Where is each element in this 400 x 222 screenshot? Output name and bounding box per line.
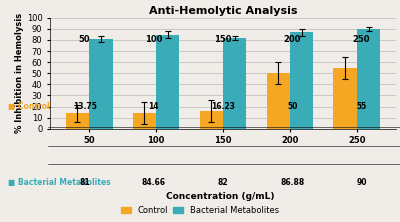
- Text: 86.88: 86.88: [280, 178, 304, 186]
- Text: 50: 50: [287, 102, 297, 111]
- Y-axis label: % Inhibition in Hemolysis: % Inhibition in Hemolysis: [15, 13, 24, 133]
- Text: 200: 200: [284, 36, 301, 44]
- Text: 13.75: 13.75: [73, 102, 96, 111]
- Text: 84.66: 84.66: [142, 178, 166, 186]
- Bar: [357, 29, 380, 129]
- Text: 14: 14: [148, 102, 159, 111]
- Text: ■ Control: ■ Control: [8, 102, 50, 111]
- Bar: [156, 35, 180, 129]
- Bar: [200, 111, 223, 129]
- Bar: [334, 68, 357, 129]
- Bar: [66, 113, 89, 129]
- Bar: [223, 38, 246, 129]
- Text: 100: 100: [145, 36, 162, 44]
- Text: 55: 55: [356, 102, 366, 111]
- Bar: [266, 73, 290, 129]
- Text: 82: 82: [218, 178, 228, 186]
- Text: Concentration (g/mL): Concentration (g/mL): [166, 192, 274, 201]
- Text: 250: 250: [353, 36, 370, 44]
- Title: Anti-Hemolytic Analysis: Anti-Hemolytic Analysis: [149, 6, 297, 16]
- Text: 16.23: 16.23: [211, 102, 235, 111]
- Text: ■ Bacterial Metabolites: ■ Bacterial Metabolites: [8, 178, 111, 186]
- Text: 90: 90: [356, 178, 367, 186]
- Legend: Control, Bacterial Metabolites: Control, Bacterial Metabolites: [118, 203, 282, 218]
- Bar: [89, 39, 112, 129]
- Bar: [290, 32, 313, 129]
- Bar: [133, 113, 156, 129]
- Text: 81: 81: [79, 178, 90, 186]
- Text: 150: 150: [214, 36, 232, 44]
- Text: 50: 50: [79, 36, 90, 44]
